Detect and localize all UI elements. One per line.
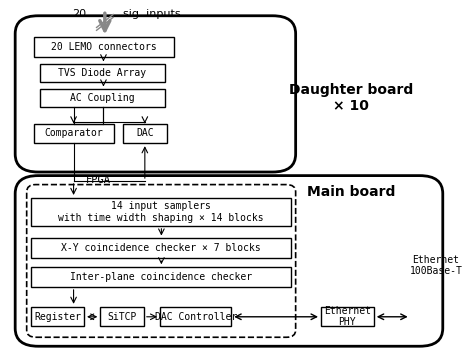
Text: Inter-plane coincidence checker: Inter-plane coincidence checker bbox=[70, 272, 252, 282]
Text: TVS Diode Array: TVS Diode Array bbox=[59, 68, 147, 78]
Bar bbox=[40, 89, 165, 108]
Bar bbox=[123, 123, 167, 143]
Bar bbox=[40, 64, 165, 82]
Text: 20: 20 bbox=[72, 9, 86, 19]
Text: 20 LEMO connectors: 20 LEMO connectors bbox=[51, 42, 157, 52]
Text: AC Coupling: AC Coupling bbox=[70, 93, 135, 104]
Text: FPGA: FPGA bbox=[85, 175, 110, 185]
Bar bbox=[31, 239, 291, 258]
Text: SiTCP: SiTCP bbox=[107, 312, 137, 321]
Text: Ethernet
PHY: Ethernet PHY bbox=[324, 306, 371, 327]
FancyBboxPatch shape bbox=[27, 185, 295, 337]
Text: Ethernet
100Base-T: Ethernet 100Base-T bbox=[409, 254, 462, 276]
Text: X-Y coincidence checker × 7 blocks: X-Y coincidence checker × 7 blocks bbox=[61, 243, 261, 253]
Bar bbox=[100, 307, 144, 327]
Bar bbox=[31, 198, 291, 226]
Text: DAC Controller: DAC Controller bbox=[154, 312, 237, 321]
Bar bbox=[31, 267, 291, 287]
Text: Daughter board
× 10: Daughter board × 10 bbox=[289, 83, 413, 113]
Bar bbox=[160, 307, 231, 327]
Text: Comparator: Comparator bbox=[45, 129, 103, 138]
Bar bbox=[31, 307, 84, 327]
FancyBboxPatch shape bbox=[15, 16, 295, 172]
Text: Main board: Main board bbox=[307, 185, 395, 199]
Bar bbox=[34, 123, 114, 143]
Text: Register: Register bbox=[34, 312, 81, 321]
Bar bbox=[34, 37, 174, 57]
Bar bbox=[321, 307, 374, 327]
Text: sig. inputs: sig. inputs bbox=[123, 9, 181, 19]
FancyBboxPatch shape bbox=[15, 176, 443, 346]
Text: DAC: DAC bbox=[136, 129, 154, 138]
Text: 14 input samplers
with time width shaping × 14 blocks: 14 input samplers with time width shapin… bbox=[58, 201, 264, 223]
